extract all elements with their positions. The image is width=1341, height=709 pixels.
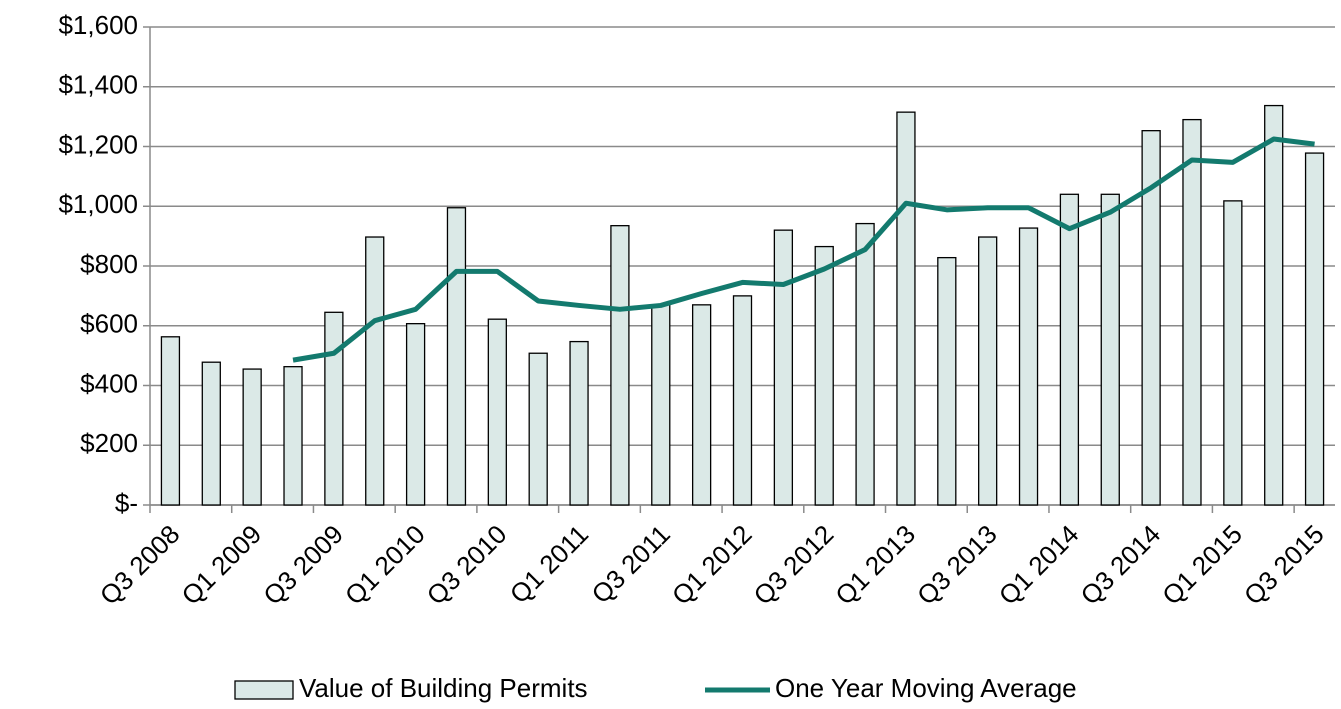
bar — [855, 222, 875, 506]
y-tick-label: $1,600 — [58, 10, 138, 40]
x-tick-label: Q3 2011 — [585, 519, 675, 609]
bar — [487, 318, 507, 506]
line — [292, 136, 1315, 363]
bar — [1100, 193, 1120, 506]
bar — [365, 236, 385, 506]
bar — [1141, 130, 1161, 506]
bar — [937, 256, 957, 506]
bar — [569, 340, 589, 506]
bar — [691, 304, 712, 506]
y-tick-label: $- — [115, 488, 138, 518]
x-tick-label: Q1 2009 — [176, 519, 268, 611]
x-tick-label: Q3 2010 — [421, 519, 513, 611]
bar — [528, 352, 548, 506]
bar — [732, 295, 753, 506]
bar — [242, 368, 262, 506]
y-tick-label: $800 — [80, 249, 138, 279]
bar — [324, 311, 344, 506]
bar — [1264, 104, 1284, 506]
y-tick-label: $1,400 — [58, 70, 138, 100]
y-tick-label: $400 — [80, 368, 138, 398]
x-tick-label: Q1 2010 — [339, 519, 431, 611]
bar — [651, 304, 671, 506]
y-tick-label: $1,000 — [58, 189, 138, 219]
x-tick-label: Q3 2009 — [257, 519, 349, 611]
y-tick-label: $200 — [80, 428, 138, 458]
bar — [405, 323, 426, 506]
bar — [283, 366, 303, 506]
bar — [1304, 152, 1325, 506]
bar — [1182, 118, 1202, 506]
x-tick-label: Q3 2015 — [1238, 519, 1330, 611]
x-tick-label: Q3 2008 — [94, 519, 186, 611]
x-tick-label: Q1 2013 — [829, 519, 921, 611]
bar — [1223, 200, 1243, 506]
bar — [610, 225, 630, 506]
y-tick-label: $600 — [80, 309, 138, 339]
bar — [814, 245, 834, 506]
x-tick-label: Q1 2011 — [504, 519, 594, 609]
bar — [201, 361, 221, 506]
x-tick-label: Q3 2013 — [911, 519, 1003, 611]
legend-swatch — [234, 680, 294, 700]
bar — [1018, 227, 1039, 506]
legend-label: Value of Building Permits — [299, 673, 588, 703]
legend-label: One Year Moving Average — [775, 673, 1077, 703]
bar — [773, 229, 794, 506]
bar — [160, 336, 181, 506]
x-tick-label: Q1 2012 — [666, 519, 758, 611]
x-tick-label: Q1 2015 — [1156, 519, 1248, 611]
y-tick-label: $1,200 — [58, 129, 138, 159]
bar — [446, 207, 467, 506]
x-tick-label: Q1 2014 — [993, 519, 1085, 611]
bar — [978, 236, 998, 506]
x-tick-label: Q3 2014 — [1074, 519, 1166, 611]
bar — [1059, 193, 1080, 506]
bar — [896, 111, 916, 506]
x-tick-label: Q3 2012 — [748, 519, 840, 611]
